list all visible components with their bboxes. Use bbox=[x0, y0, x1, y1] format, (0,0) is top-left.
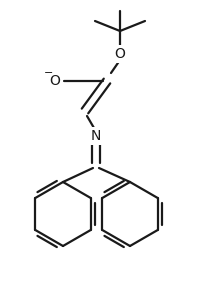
Text: O: O bbox=[50, 74, 60, 88]
Text: N: N bbox=[91, 129, 101, 143]
Text: O: O bbox=[115, 47, 125, 61]
Text: −: − bbox=[44, 68, 54, 78]
